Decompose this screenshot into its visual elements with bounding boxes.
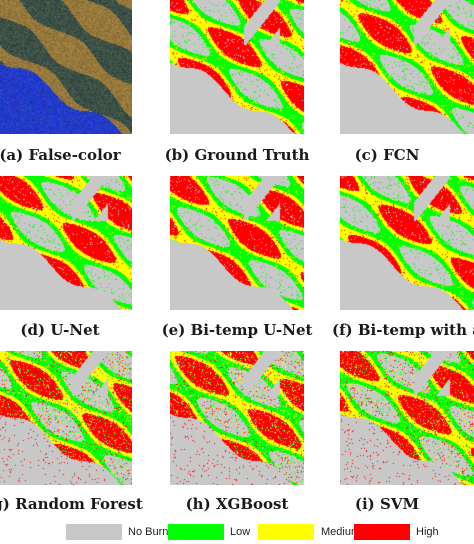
panel-d-image (0, 176, 132, 310)
panel-g-caption: (g) Random Forest (0, 495, 143, 513)
legend-label-no-burnt: No Burnt (128, 526, 172, 538)
panel-b-caption: (b) Ground Truth (164, 146, 310, 164)
panel-i-image (340, 351, 474, 485)
panel-h-caption: (h) XGBoost (185, 495, 289, 513)
panel-e-caption: (e) Bi-temp U-Net (161, 321, 313, 339)
legend: No Burnt Low Medium High (0, 522, 474, 544)
panel-i-caption: (i) SVM (354, 495, 420, 513)
panel-f-image (340, 176, 474, 310)
legend-swatch-no-burnt (66, 524, 122, 540)
panel-f-caption: (f) Bi-temp with att (332, 321, 474, 339)
panel-h-image (170, 351, 304, 485)
legend-swatch-high (354, 524, 410, 540)
panel-g-image (0, 351, 132, 485)
panel-a-caption: (a) False-color (0, 146, 121, 164)
legend-label-medium: Medium (321, 526, 361, 538)
legend-swatch-medium (258, 524, 314, 540)
legend-label-low: Low (230, 526, 251, 538)
panel-d-caption: (d) U-Net (20, 321, 100, 339)
panel-e-image (170, 176, 304, 310)
panel-b-image (170, 0, 304, 134)
panel-a-image (0, 0, 132, 134)
legend-swatch-low (168, 524, 224, 540)
legend-label-high: High (416, 526, 439, 538)
panel-c-caption: (c) FCN (354, 146, 420, 164)
panel-c-image (340, 0, 474, 134)
